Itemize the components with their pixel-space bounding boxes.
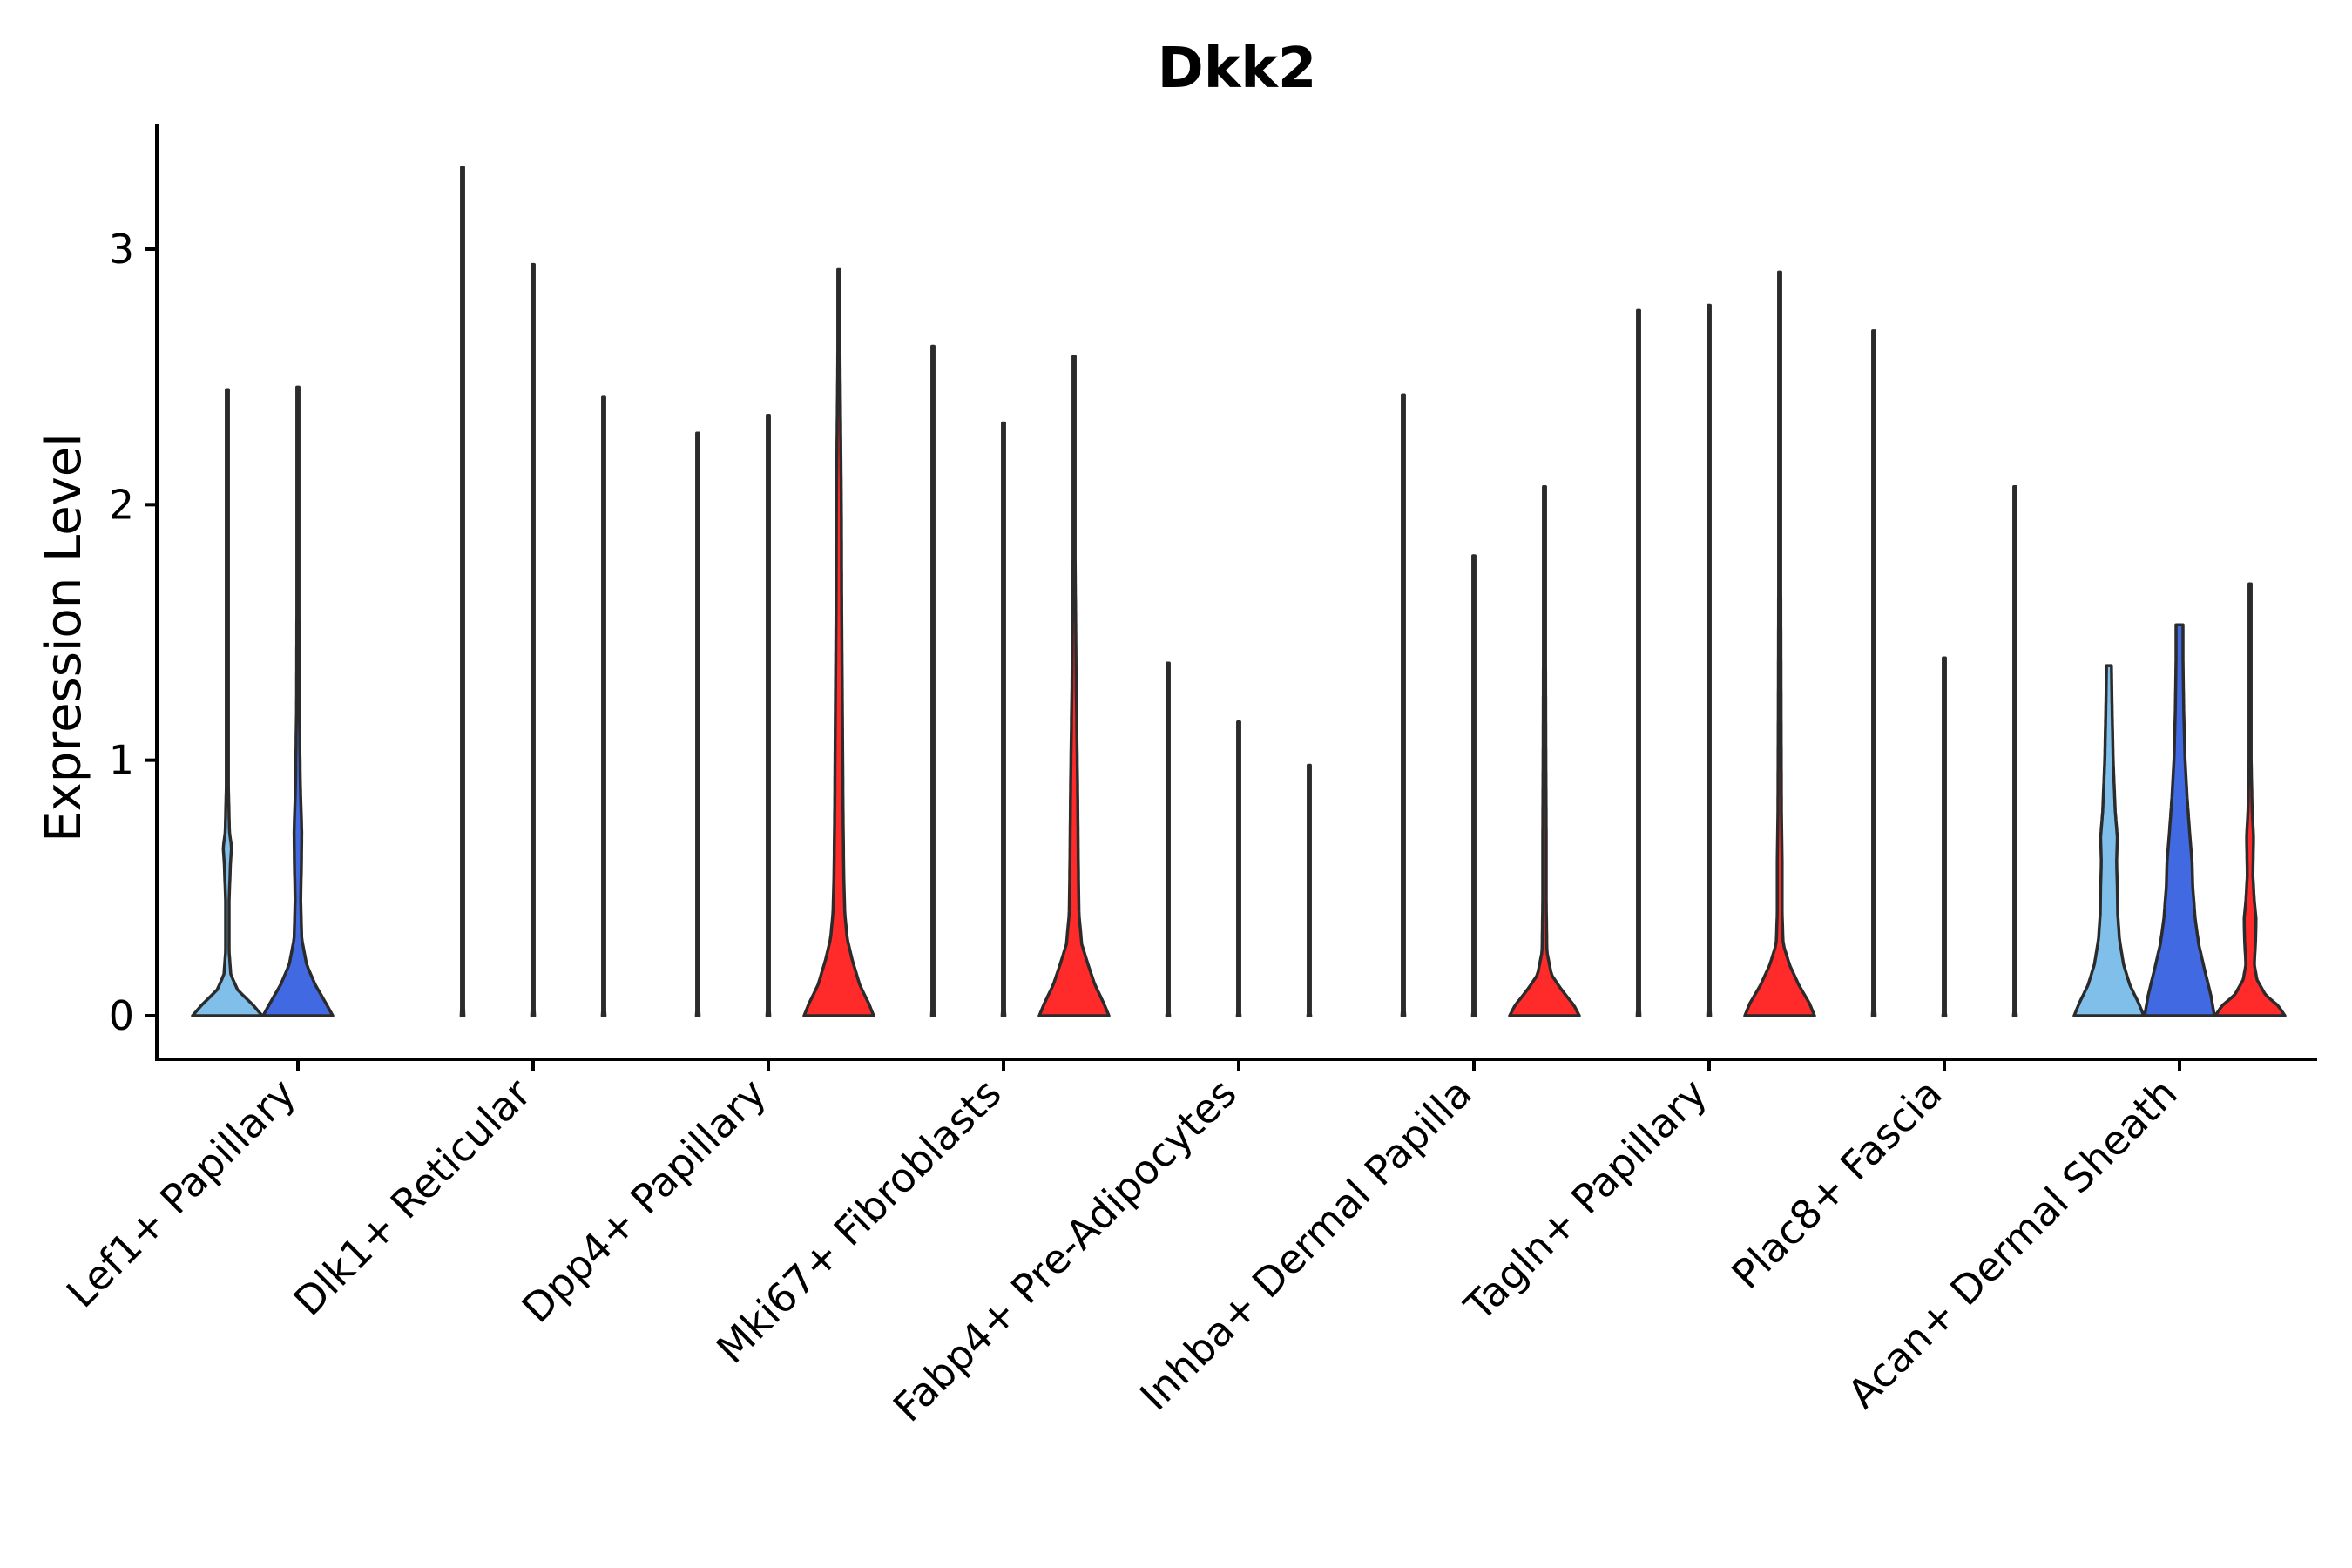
y-tick-label: 3 [109, 226, 134, 273]
x-tick-label-dpp4-papillary: Dpp4+ Papillary [513, 1070, 775, 1332]
violin-dlk1-reticular-group-1 [459, 166, 466, 1017]
violin-acan-dermal-sheath-group-2 [2143, 623, 2216, 1017]
violin-mki67-fibroblasts-group-2 [1000, 421, 1007, 1017]
violin-dpp4-papillary-group-1 [694, 431, 701, 1017]
x-tick-label-plac8-fascia: Plac8+ Fascia [1722, 1070, 1950, 1298]
violin-mki67-fibroblasts-group-3 [1037, 355, 1111, 1017]
y-tick-label: 2 [109, 481, 134, 528]
violin-acan-dermal-sheath-group-1 [2072, 664, 2146, 1017]
violins-layer [191, 166, 2287, 1017]
x-tick-label-dlk1-reticular: Dlk1+ Reticular [285, 1070, 540, 1325]
violin-lef1-papillary-group-1 [191, 388, 264, 1017]
violin-tagln-papillary-group-3 [1743, 270, 1816, 1017]
violin-fabp4-pre-adipocytes-group-3 [1306, 763, 1313, 1017]
violin-fabp4-pre-adipocytes-group-1 [1165, 661, 1172, 1017]
violin-plac8-fascia-group-3 [2011, 485, 2018, 1017]
violin-lef1-papillary-group-2 [261, 385, 335, 1017]
violin-acan-dermal-sheath-group-3 [2213, 582, 2287, 1017]
x-tick-label-lef1-papillary: Lef1+ Papillary [57, 1070, 305, 1317]
chart-title: Dkk2 [1158, 37, 1317, 101]
violin-plac8-fascia-group-2 [1941, 656, 1948, 1017]
violin-inhba-dermal-papilla-group-2 [1470, 554, 1477, 1017]
axes-layer [145, 124, 2317, 1071]
violin-dlk1-reticular-group-3 [600, 395, 607, 1017]
violin-dlk1-reticular-group-2 [530, 262, 537, 1017]
violin-dpp4-papillary-group-2 [765, 413, 772, 1017]
y-axis-label: Expression Level [36, 433, 92, 842]
y-tick-label: 1 [109, 737, 134, 784]
violin-plac8-fascia-group-1 [1870, 329, 1877, 1017]
violin-tagln-papillary-group-1 [1635, 308, 1642, 1017]
violin-fabp4-pre-adipocytes-group-2 [1235, 720, 1242, 1017]
y-tick-label: 0 [109, 992, 134, 1039]
violin-inhba-dermal-papilla-group-1 [1400, 393, 1407, 1017]
violin-tagln-papillary-group-2 [1706, 303, 1713, 1017]
violin-dpp4-papillary-group-3 [802, 267, 875, 1017]
violin-inhba-dermal-papilla-group-3 [1508, 485, 1581, 1017]
violin-mki67-fibroblasts-group-1 [929, 344, 936, 1017]
x-tick-label-tagln-papillary: Tagln+ Papillary [1455, 1070, 1716, 1331]
